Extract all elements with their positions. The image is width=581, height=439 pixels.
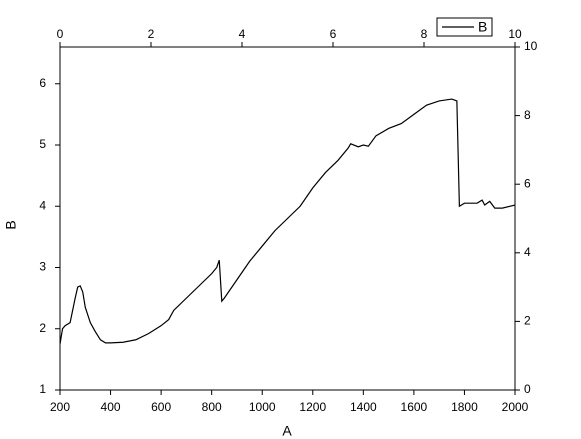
x2-tick-label: 0: [57, 27, 64, 41]
y2-tick-label: 4: [524, 245, 531, 259]
y2-tick-label: 10: [524, 39, 538, 53]
y2-tick-label: 0: [524, 382, 531, 396]
y-axis-label: B: [3, 220, 19, 229]
y-tick-label: 3: [39, 260, 46, 274]
y-tick-label: 2: [39, 321, 46, 335]
plot-frame: [59, 46, 516, 391]
x-tick-label: 400: [101, 400, 121, 414]
x2-tick-label: 10: [508, 27, 522, 41]
x-tick-label: 1000: [249, 400, 276, 414]
x2-tick-label: 6: [330, 27, 337, 41]
x-tick-label: 1600: [401, 400, 428, 414]
y-tick-label: 6: [39, 76, 46, 90]
x2-tick-label: 4: [239, 27, 246, 41]
data-line: [59, 98, 516, 345]
legend-label: B: [478, 19, 487, 35]
x-tick-label: 800: [202, 400, 222, 414]
x-axis-label: A: [282, 423, 292, 439]
y-tick-label: 1: [39, 382, 46, 396]
x-tick-label: 1200: [299, 400, 326, 414]
y2-tick-label: 6: [524, 176, 531, 190]
y2-tick-label: 8: [524, 108, 531, 122]
x-tick-label: 200: [50, 400, 70, 414]
y-tick-label: 4: [39, 198, 46, 212]
y-tick-label: 5: [39, 137, 46, 151]
x2-tick-label: 2: [148, 27, 155, 41]
x-tick-label: 2000: [502, 400, 529, 414]
x-tick-label: 1800: [451, 400, 478, 414]
x-tick-label: 1400: [350, 400, 377, 414]
x-tick-label: 600: [151, 400, 171, 414]
y2-tick-label: 2: [524, 314, 531, 328]
x2-tick-label: 8: [421, 27, 428, 41]
